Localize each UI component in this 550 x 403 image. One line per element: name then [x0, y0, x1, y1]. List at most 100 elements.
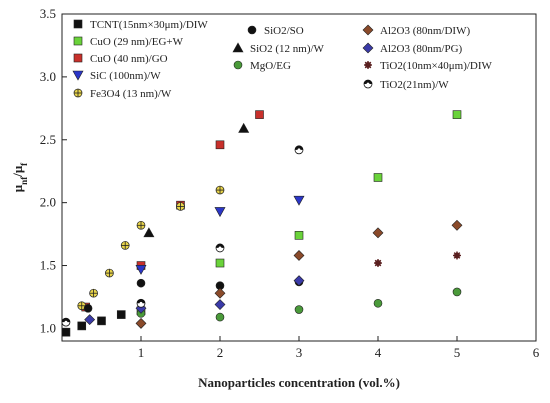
point-series-8-1 — [214, 287, 226, 299]
point-series-4-0 — [77, 301, 87, 311]
legend-label: TiO2(10nm×40μm)/DIW — [380, 60, 493, 72]
axis-titles: Nanoparticles concentration (vol.%) μnf/… — [10, 162, 400, 390]
legend-item: SiC (100nm)/W — [72, 70, 161, 82]
point-series-7-4 — [452, 287, 462, 297]
legend-label: Al2O3 (80nm/PG) — [380, 43, 463, 55]
legend-item: SiO2/SO — [247, 25, 304, 37]
point-series-1-1 — [215, 258, 225, 268]
point-series-1-4 — [452, 110, 462, 119]
point-series-9-2 — [214, 299, 226, 310]
legend-marker — [73, 19, 83, 29]
x-tick-label: 2 — [217, 345, 224, 360]
legend-marker — [73, 88, 83, 98]
legend-label: CuO (40 nm)/GO — [90, 53, 168, 65]
point-series-3-1 — [214, 207, 226, 218]
legend-marker — [232, 42, 244, 53]
x-tick-label: 6 — [533, 345, 540, 360]
point-series-0-1 — [77, 321, 87, 331]
point-series-4-6 — [215, 185, 225, 195]
point-series-1-3 — [373, 173, 383, 182]
point-series-4-5 — [176, 202, 185, 211]
point-series-8-0 — [135, 317, 147, 329]
data-points — [61, 110, 463, 337]
point-series-5-1 — [136, 278, 146, 288]
point-series-3-2 — [293, 195, 305, 206]
legend-label: TCNT(15nm×30μm)/DIW — [90, 19, 208, 31]
legend-item: Al2O3 (80nm/DIW) — [362, 24, 470, 37]
legend-item: TiO2(21nm)/W — [363, 79, 449, 91]
point-series-0-3 — [116, 310, 126, 319]
point-series-8-2 — [293, 250, 305, 261]
axes: 1 2 3 4 5 6 1.0 1.5 2.0 2.5 3.0 3.5 — [40, 6, 540, 360]
legend-label: SiC (100nm)/W — [90, 70, 161, 82]
point-series-9-3 — [293, 275, 305, 287]
legend-item: SiO2 (12 nm)/W — [232, 42, 325, 55]
x-tick-label: 3 — [296, 345, 303, 360]
x-tick-label: 4 — [375, 345, 382, 360]
point-series-4-2 — [105, 268, 114, 278]
legend-item: TCNT(15nm×30μm)/DIW — [73, 19, 208, 31]
legend-marker — [363, 79, 373, 89]
legend-label: MgO/EG — [250, 60, 291, 72]
point-series-7-1 — [215, 312, 225, 322]
legend-label: CuO (29 nm)/EG+W — [90, 36, 184, 48]
point-series-8-4 — [451, 219, 463, 231]
point-series-4-1 — [89, 288, 98, 298]
legend-marker — [362, 24, 374, 36]
legend-label: SiO2 (12 nm)/W — [250, 43, 325, 55]
legend-marker — [247, 25, 257, 35]
y-axis-title-part: μ — [10, 184, 25, 192]
y-axis-title-part: nf — [19, 176, 29, 185]
legend-marker — [73, 36, 83, 46]
point-series-1-2 — [294, 231, 304, 240]
point-series-11-2 — [215, 243, 225, 253]
legend-label: SiO2/SO — [264, 25, 304, 37]
y-tick-label: 1.5 — [40, 258, 56, 273]
legend-marker — [72, 70, 84, 81]
point-series-11-1 — [136, 298, 146, 308]
point-series-7-2 — [294, 305, 304, 314]
point-series-9-0 — [84, 314, 96, 326]
point-series-0-0 — [61, 327, 71, 337]
y-tick-label: 3.0 — [40, 69, 56, 84]
legend: TCNT(15nm×30μm)/DIW CuO (29 nm)/EG+W CuO (… — [72, 19, 493, 100]
point-series-11-3 — [294, 145, 304, 155]
legend-item: CuO (40 nm)/GO — [73, 53, 168, 65]
point-series-7-3 — [373, 298, 383, 308]
point-series-5-0 — [83, 303, 93, 313]
point-series-4-4 — [136, 220, 146, 230]
x-axis-title: Nanoparticles concentration (vol.%) — [198, 375, 400, 390]
legend-marker — [73, 53, 83, 63]
legend-label: Al2O3 (80nm/DIW) — [380, 25, 470, 37]
point-series-4-3 — [120, 241, 130, 250]
legend-label: TiO2(21nm)/W — [380, 79, 449, 91]
point-series-2-3 — [215, 140, 225, 150]
y-tick-label: 2.0 — [40, 195, 56, 210]
legend-item: MgO/EG — [233, 60, 291, 72]
y-tick-label: 1.0 — [40, 320, 56, 335]
point-series-3-0 — [135, 265, 147, 275]
legend-label: Fe3O4 (13 nm)/W — [90, 88, 172, 100]
y-axis-title-part: f — [19, 162, 29, 166]
point-series-0-2 — [97, 316, 106, 326]
point-series-11-0 — [61, 317, 71, 327]
legend-marker — [364, 61, 372, 69]
legend-item: TiO2(10nm×40μm)/DIW — [364, 60, 493, 72]
y-tick-label: 2.5 — [40, 132, 56, 147]
point-series-8-3 — [372, 227, 384, 239]
point-series-6-0 — [143, 227, 155, 238]
point-series-10-0 — [374, 259, 382, 268]
legend-marker — [362, 42, 374, 54]
y-axis-title: μnf/μf — [10, 162, 29, 192]
point-series-10-1 — [453, 251, 461, 260]
point-series-2-4 — [255, 110, 264, 119]
point-series-6-1 — [238, 122, 250, 133]
legend-item: CuO (29 nm)/EG+W — [73, 36, 184, 48]
x-tick-label: 5 — [454, 345, 461, 360]
y-tick-label: 3.5 — [40, 6, 56, 21]
y-axis-title-part: /μ — [10, 165, 25, 178]
legend-marker — [233, 60, 243, 70]
x-tick-label: 1 — [138, 345, 145, 360]
legend-item: Al2O3 (80nm/PG) — [362, 42, 463, 55]
